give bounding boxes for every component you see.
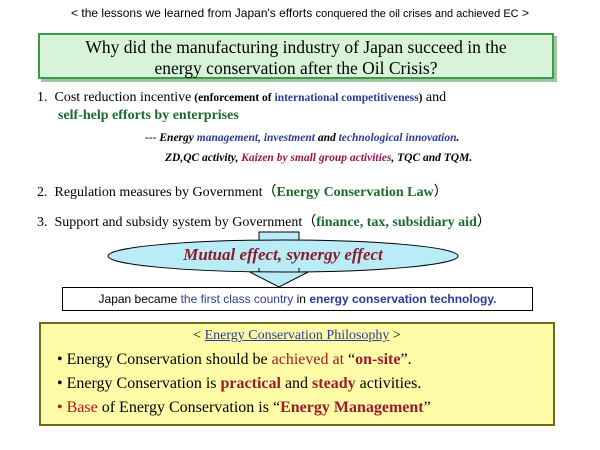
item-3-paren-close: ） xyxy=(476,215,491,230)
pl2-p2: practical xyxy=(220,375,281,392)
header-part3: > xyxy=(518,6,529,20)
sub1-p3: and xyxy=(314,132,339,144)
sub-line-1: --- Energy management, investment and te… xyxy=(145,132,459,144)
item-3-paren-open: （ xyxy=(302,215,317,230)
item-2-highlight: Energy Conservation Law xyxy=(276,185,434,200)
pl3-p2: of Energy Conservation is “ xyxy=(97,399,281,416)
question-line2: energy conservation after the Oil Crisis… xyxy=(154,58,438,78)
item-3: 3. Support and subsidy system by Governm… xyxy=(37,211,491,231)
pl2-p1: Energy Conservation is xyxy=(62,375,221,392)
item-3-text: Support and subsidy system by Government xyxy=(54,215,303,230)
item-1-number: 1. xyxy=(37,90,48,105)
item-3-number: 3. xyxy=(37,215,48,230)
question-line1: Why did the manufacturing industry of Ja… xyxy=(85,37,507,57)
result-p1: Japan became xyxy=(98,292,181,306)
header-part1: < the lessons we learned from Japan's ef… xyxy=(71,6,316,20)
pl3-p1: Base xyxy=(62,399,98,416)
sub1-p2: management, investment xyxy=(196,132,315,144)
pl1-p3: “ xyxy=(344,351,356,368)
pl1-p2: achieved at xyxy=(271,351,345,368)
sub-line-2: ZD,QC activity, Kaizen by small group ac… xyxy=(165,152,472,164)
result-p2: the first class country xyxy=(180,292,294,306)
sub2-p2: Kaizen by small group activities xyxy=(241,152,392,164)
pl3-p4: ” xyxy=(423,399,431,416)
item-1-and: and xyxy=(422,90,447,105)
item-1-paren-open: (enforcement of xyxy=(191,92,275,104)
item-2-text: Regulation measures by Government xyxy=(54,185,263,200)
header-part2: conquered the oil crises and achieved EC xyxy=(315,8,519,20)
pl1-p5: ”. xyxy=(400,351,412,368)
result-p4: energy conservation technology. xyxy=(309,292,497,306)
pl2-p4: steady xyxy=(312,375,356,392)
item-2: 2. Regulation measures by Government（Ene… xyxy=(37,181,448,201)
item-2-paren-open: （ xyxy=(262,185,277,200)
item-3-highlight: finance, tax, subsidiary aid xyxy=(316,215,477,230)
synergy-label: Mutual effect, synergy effect xyxy=(183,245,383,264)
item-2-paren-close: ） xyxy=(433,185,448,200)
synergy-ellipse xyxy=(107,239,459,273)
sub1-p4: technological innovation xyxy=(338,132,457,144)
phil-title-text: Energy Conservation Philosophy xyxy=(204,328,390,343)
bullet: • xyxy=(57,375,63,392)
sub1-p1: Energy xyxy=(159,132,197,144)
result-p3: in xyxy=(293,292,310,306)
bullet-red: • xyxy=(57,399,63,416)
philosophy-line-2: • Energy Conservation is practical and s… xyxy=(57,375,421,393)
slide-header: < the lessons we learned from Japan's ef… xyxy=(0,6,600,20)
phil-close: > xyxy=(389,328,401,343)
pl3-p3: Energy Management xyxy=(280,399,424,416)
pl2-p3: and xyxy=(280,375,313,392)
sub2-p1: ZD,QC activity, xyxy=(165,152,242,164)
item-2-number: 2. xyxy=(37,185,48,200)
pl1-p1: Energy Conservation should be xyxy=(62,351,272,368)
item-1-line2: self-help efforts by enterprises xyxy=(58,108,239,123)
sub2-p3: , TQC and TQM. xyxy=(391,152,473,164)
philosophy-line-3: • Base of Energy Conservation is “Energy… xyxy=(57,399,431,417)
bullet: • xyxy=(57,351,63,368)
philosophy-title: < Energy Conservation Philosophy > xyxy=(41,328,553,344)
synergy-diagram xyxy=(107,231,459,288)
sub1-dash: --- xyxy=(145,132,160,144)
pl2-p5: activities. xyxy=(355,375,422,392)
item-1-paren-blue: international competitiveness xyxy=(274,92,419,104)
philosophy-box: < Energy Conservation Philosophy > • Ene… xyxy=(39,322,555,426)
question-box: Why did the manufacturing industry of Ja… xyxy=(38,33,554,79)
philosophy-line-1: • Energy Conservation should be achieved… xyxy=(57,351,412,369)
item-1: 1. Cost reduction incentive (enforcement… xyxy=(37,90,446,106)
result-box: Japan became the first class country in … xyxy=(62,287,533,311)
item-1-paren-close: ) xyxy=(418,92,423,104)
sub1-p5: . xyxy=(456,132,460,144)
pl1-p4: on-site xyxy=(355,351,401,368)
item-1-text: Cost reduction incentive xyxy=(54,90,192,105)
phil-open: < xyxy=(193,328,205,343)
